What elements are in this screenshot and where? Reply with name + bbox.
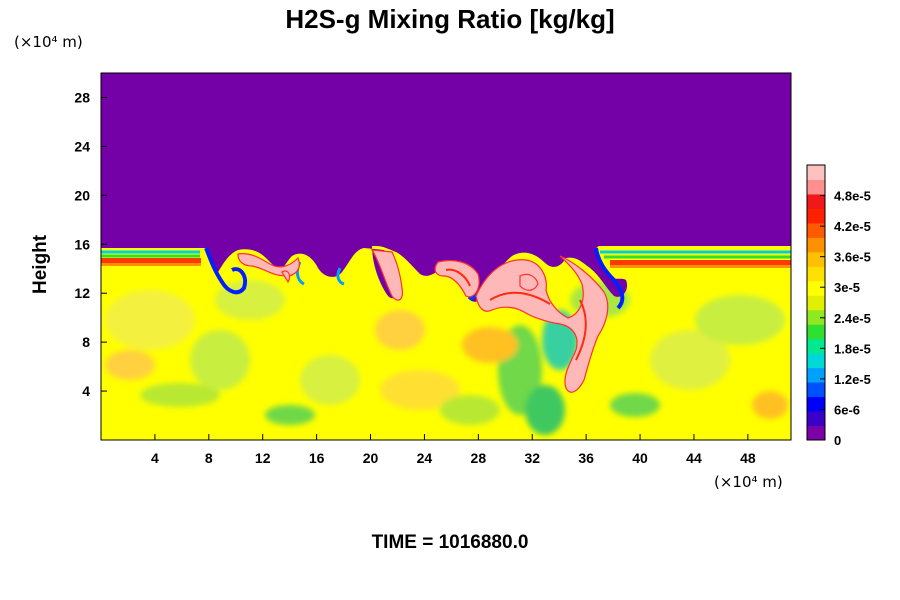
y-tick-label: 16 (74, 236, 90, 252)
x-tick-label: 20 (363, 450, 379, 466)
y-tick-label: 8 (82, 334, 90, 350)
x-tick-label: 48 (740, 450, 756, 466)
colorbar-swatch (807, 237, 825, 253)
plot-frame (100, 72, 792, 441)
colorbar-tick-label: 0 (834, 433, 841, 448)
red-band-2 (610, 260, 791, 265)
x-tick-label: 28 (471, 450, 487, 466)
colorbar-swatch (807, 324, 825, 340)
x-tick-label: 40 (632, 450, 648, 466)
colorbar-swatch (807, 353, 825, 369)
x-tick-label: 36 (578, 450, 594, 466)
boundary-blue (204, 247, 247, 295)
red-band (101, 258, 201, 263)
colorbar-tick-label: 3.6e-5 (834, 250, 871, 265)
x-tick-label: 16 (309, 450, 325, 466)
colorbar-tick-label: 2.4e-5 (834, 311, 871, 326)
colorbar-tick-label: 1.2e-5 (834, 372, 871, 387)
colorbar-swatch (807, 309, 825, 325)
chart-title: H2S-g Mixing Ratio [kg/kg] (285, 4, 615, 34)
colorbar-tick-label: 1.8e-5 (834, 341, 871, 356)
colorbar-swatch (807, 193, 825, 209)
heatmap-field (101, 73, 791, 440)
colorbar-swatch (807, 280, 825, 296)
x-axis-unit: (×10⁴ m) (714, 473, 783, 491)
x-tick-label: 12 (255, 450, 271, 466)
colorbar-tick-label: 6e-6 (834, 402, 860, 417)
colorbar-swatch (807, 367, 825, 383)
colorbar-swatch (807, 222, 825, 238)
y-axis-unit: (×10⁴ m) (14, 33, 83, 51)
colorbar-swatch (807, 266, 825, 282)
x-tick-label: 4 (151, 450, 159, 466)
y-tick-label: 20 (74, 187, 90, 203)
colorbar-swatch (807, 338, 825, 354)
x-tick-label: 32 (524, 450, 540, 466)
boundary-blue-2 (594, 247, 625, 310)
plume-streaks (445, 268, 587, 361)
y-tick-label: 12 (74, 285, 90, 301)
y-tick-label: 28 (74, 89, 90, 105)
colorbar-tick-label: 4.2e-5 (834, 219, 871, 234)
colorbar-tick-label: 3e-5 (834, 280, 860, 295)
colorbar-swatch (807, 396, 825, 412)
boundary-green (101, 254, 791, 259)
colorbar-swatch (807, 208, 825, 224)
colorbar-frame (806, 164, 826, 441)
x-tick-label: 8 (205, 450, 213, 466)
x-tick-label: 24 (417, 450, 433, 466)
colorbar-swatch (807, 425, 825, 441)
x-axis: 4 8 12 16 20 24 28 32 36 40 44 48 (151, 434, 756, 466)
colorbar-tick-label: 4.8e-5 (834, 189, 871, 204)
colorbar-swatch (807, 179, 825, 195)
x-tick-label: 44 (686, 450, 702, 466)
colorbar-swatch (807, 165, 825, 180)
colorbar-swatch (807, 382, 825, 398)
y-axis: 4 8 12 16 20 24 28 (74, 89, 107, 399)
colorbar: 0 6e-6 1.2e-5 1.8e-5 2.4e-5 3e-5 3.6e-5 4.2e-5 4… (806, 164, 871, 448)
time-label: TIME = 1016880.0 (371, 532, 529, 553)
upper-layer (101, 73, 791, 302)
y-tick-label: 4 (82, 383, 90, 399)
colorbar-swatch (807, 411, 825, 427)
y-tick-label: 24 (74, 138, 90, 154)
colorbar-swatch (807, 251, 825, 267)
colorbar-swatch (807, 295, 825, 311)
